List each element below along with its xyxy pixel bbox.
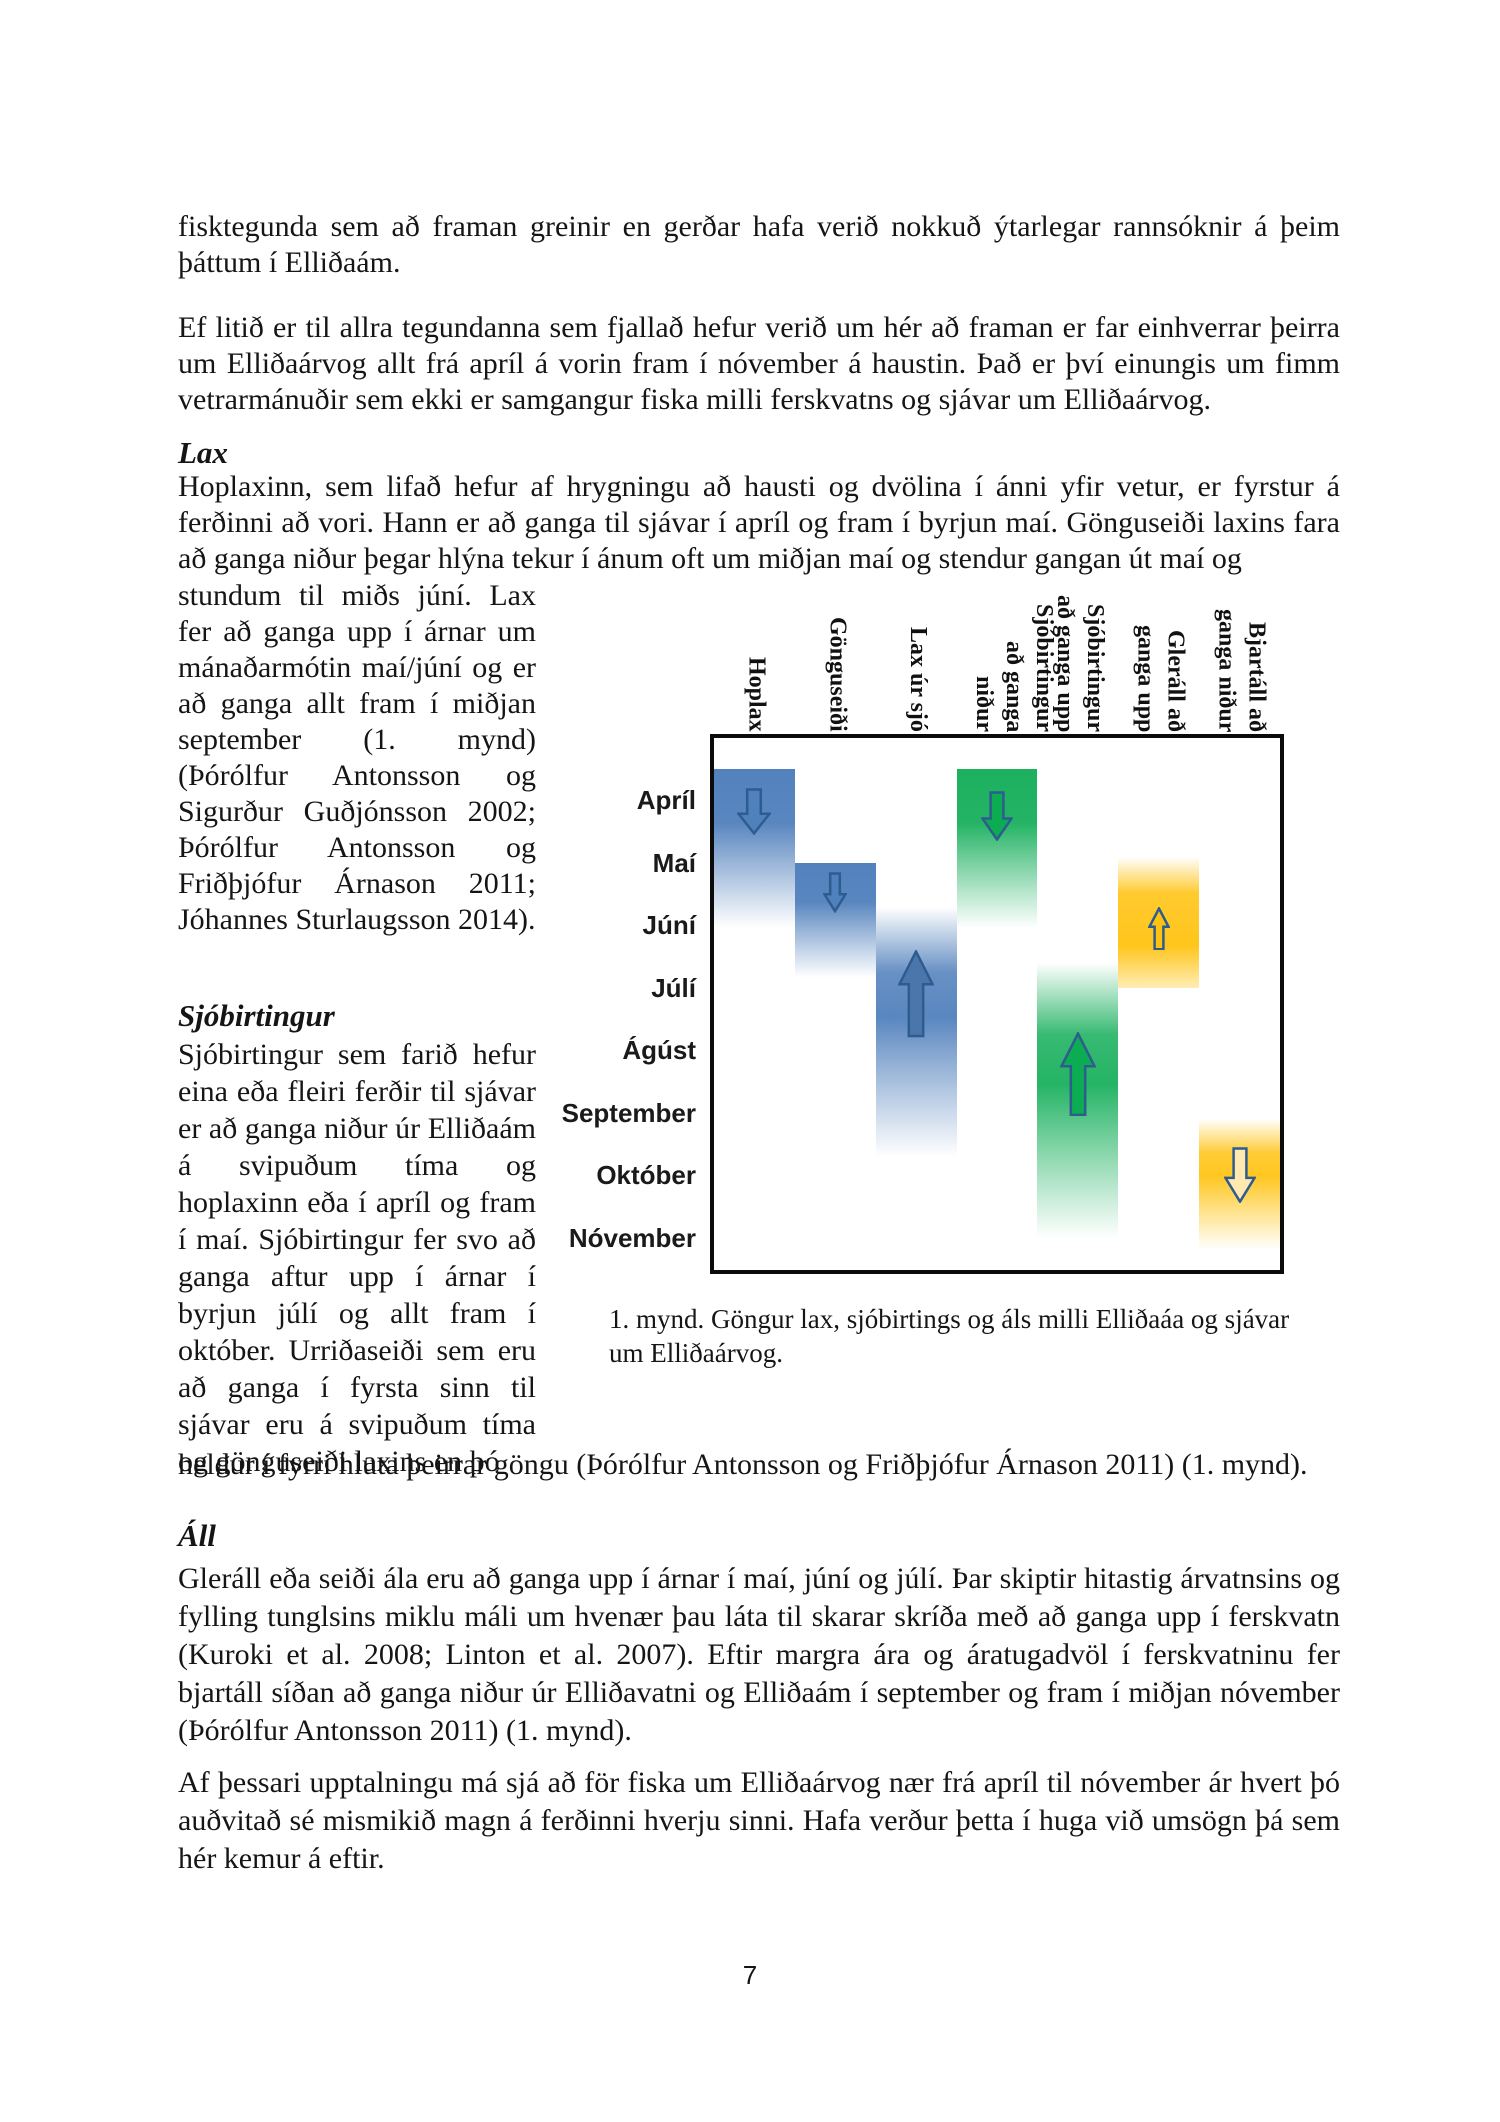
migration-band xyxy=(1037,962,1119,1238)
migration-arrow-down-icon xyxy=(1223,1147,1256,1204)
migration-arrow-down-icon xyxy=(737,788,772,835)
month-axis-label: Maí xyxy=(652,847,696,878)
migration-arrow-up-icon xyxy=(898,950,935,1038)
migration-arrow-up-icon xyxy=(1147,906,1170,951)
column-label: Sjóbirtingur að ganga upp xyxy=(1051,594,1108,732)
column-label: Sjóbirtingur að ganga niður xyxy=(971,603,1057,732)
section-heading-sjobirtingur: Sjóbirtingur xyxy=(178,998,335,1033)
month-axis-label: Nóvember xyxy=(568,1222,696,1253)
column-label: Gleráll að ganga upp xyxy=(1132,624,1189,732)
section-heading-lax: Lax xyxy=(178,435,228,470)
month-axis-label: Apríl xyxy=(636,785,696,816)
figure-1-caption: 1. mynd. Göngur lax, sjóbirtings og áls … xyxy=(609,1302,1329,1370)
column-label: Lax úr sjó xyxy=(905,627,932,732)
figure-caption-line-2: um Elliðaárvog. xyxy=(609,1338,783,1368)
migration-arrow-down-icon xyxy=(981,791,1013,841)
month-axis-label: Október xyxy=(596,1160,696,1191)
lax-paragraph-fullwidth: Hoplaxinn, sem lifað hefur af hrygningu … xyxy=(178,470,1340,575)
column-label: Gönguseiði xyxy=(824,617,851,732)
sjobirtingur-paragraph-narrow: Sjóbirtingur sem farið hefur eina eða fl… xyxy=(178,1038,536,1478)
migration-band xyxy=(875,906,957,1157)
intro-paragraph-1: fisktegunda sem að framan greinir en ger… xyxy=(178,210,1340,279)
month-axis-label: September xyxy=(561,1097,696,1128)
section-heading-all: Áll xyxy=(178,1518,216,1553)
figure-caption-line-1: 1. mynd. Göngur lax, sjóbirtings og áls … xyxy=(609,1304,1290,1334)
month-axis-label: Júlí xyxy=(651,972,696,1003)
closing-paragraph: Af þessari upptalningu má sjá að för fis… xyxy=(178,1766,1340,1875)
migration-plot-area xyxy=(710,734,1284,1274)
migration-band xyxy=(1199,1119,1280,1251)
migration-band xyxy=(1118,856,1200,988)
page-number: 7 xyxy=(742,1960,758,1990)
month-axis-label: Júní xyxy=(642,910,696,941)
migration-arrow-up-icon xyxy=(1059,1031,1096,1116)
migration-band xyxy=(714,769,795,938)
month-axis-label: Ágúst xyxy=(622,1035,696,1066)
migration-arrow-down-icon xyxy=(823,872,848,913)
migration-band xyxy=(956,769,1038,938)
column-label: Hoplax xyxy=(743,657,770,732)
column-label: Bjartáll að ganga niður xyxy=(1213,608,1270,732)
sjobirtingur-paragraph-continuation: heldur í fyrri hluta þeirrar göngu (Þóró… xyxy=(178,1448,1308,1481)
all-paragraph: Gleráll eða seiði ála eru að ganga upp í… xyxy=(178,1562,1340,1747)
lax-paragraph-narrow: stundum til miðs júní. Lax fer að ganga … xyxy=(178,579,536,936)
intro-paragraph-2: Ef litið er til allra tegundanna sem fja… xyxy=(178,311,1340,416)
migration-band xyxy=(794,862,876,985)
